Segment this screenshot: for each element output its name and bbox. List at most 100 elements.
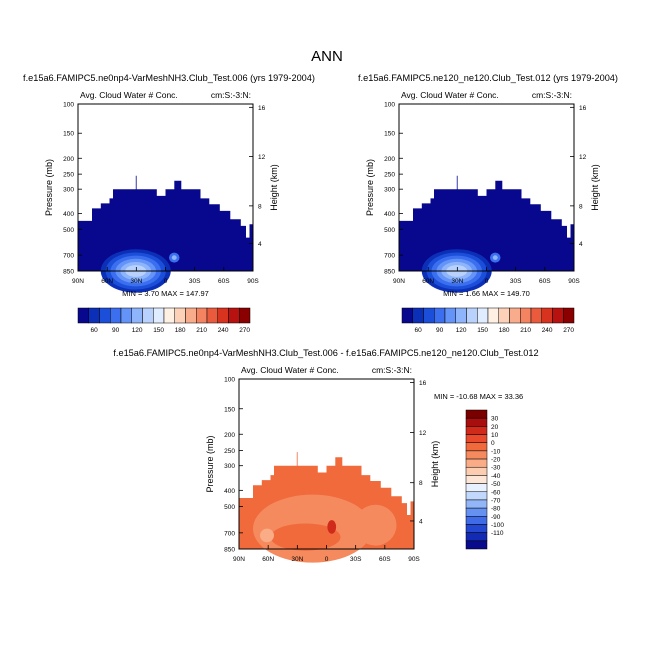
colorbar-box: [174, 307, 186, 324]
y-tick-label: 850: [63, 269, 74, 276]
x-tick-label: 60N: [101, 278, 113, 285]
y-tick-label: 500: [63, 227, 74, 234]
y-tick-label: 200: [384, 156, 395, 163]
colorbar: 60 90 120 150 180 210 240 270: [77, 307, 250, 334]
contour-band: [270, 523, 341, 551]
colorbar-box: [423, 307, 435, 324]
contour-band: [171, 255, 177, 260]
y-tick-label: 300: [384, 187, 395, 194]
colorbar-box: [465, 540, 488, 550]
x-tick-label: 30N: [451, 278, 463, 285]
x-tick-label: 90N: [72, 278, 84, 285]
y-right-tick-label: 12: [419, 430, 427, 437]
chart-subtitle-left: Avg. Cloud Water # Conc.: [241, 365, 339, 375]
colorbar-box: [455, 307, 467, 324]
colorbar-label: -50: [491, 481, 501, 488]
colorbar-box: [563, 307, 575, 324]
chart-subtitle-left: Avg. Cloud Water # Conc.: [401, 90, 499, 100]
x-tick-label: 30N: [291, 556, 303, 563]
chart-title: f.e15a6.FAMIPC5.ne120_ne120.Club_Test.01…: [358, 73, 618, 83]
contour-band: [327, 520, 337, 534]
y-tick-label: 850: [384, 269, 395, 276]
y-right-tick-label: 16: [258, 105, 266, 112]
colorbar-box: [217, 307, 229, 324]
contour-band: [354, 504, 397, 546]
colorbar-box: [465, 524, 488, 533]
y-tick-label: 850: [224, 547, 235, 554]
colorbar-label: 10: [491, 432, 499, 439]
colorbar-box: [465, 466, 488, 476]
colorbar-box: [465, 516, 488, 525]
x-tick-label: 0: [164, 278, 168, 285]
y-axis-label: Pressure (mb): [44, 159, 54, 216]
colorbar-box: [142, 307, 154, 324]
colorbar-box: [477, 307, 489, 324]
y-tick-label: 700: [384, 253, 395, 260]
colorbar-label: 60: [415, 327, 423, 334]
y-tick-label: 250: [224, 448, 235, 455]
colorbar-label: 20: [491, 424, 499, 431]
y-tick-label: 100: [384, 102, 395, 109]
colorbar-box: [530, 307, 542, 324]
min-max-stats: MIN = 1.66 MAX = 149.70: [443, 289, 530, 298]
y-axis-label-right: Height (km): [269, 164, 279, 211]
colorbar-box: [206, 307, 218, 324]
colorbar-label: 210: [520, 327, 531, 334]
y-tick-label: 400: [384, 211, 395, 218]
page-title: ANN: [311, 48, 343, 65]
x-tick-label: 60S: [379, 556, 391, 563]
colorbar-label: 60: [91, 327, 99, 334]
chart-subtitle-left: Avg. Cloud Water # Conc.: [80, 90, 178, 100]
y-tick-label: 150: [63, 131, 74, 138]
colorbar-box: [498, 307, 510, 324]
colorbar-box: [552, 307, 564, 324]
colorbar-box: [465, 499, 488, 509]
y-tick-label: 150: [384, 131, 395, 138]
colorbar-label: -80: [491, 506, 501, 513]
colorbar-box: [465, 434, 488, 443]
colorbar-box: [465, 532, 488, 542]
colorbar-label: 30: [491, 416, 499, 423]
colorbar-box: [465, 483, 488, 493]
chart-subtitle-right: cm:S:-3:N:: [532, 90, 572, 100]
chart-subtitle-right: cm:S:-3:N:: [372, 365, 412, 375]
y-axis-label: Pressure (mb): [205, 435, 215, 492]
colorbar-box: [465, 450, 488, 460]
y-tick-label: 400: [63, 211, 74, 218]
x-tick-label: 30S: [189, 278, 201, 285]
colorbar-box: [487, 307, 499, 324]
colorbar-label: 180: [499, 327, 510, 334]
colorbar-box: [163, 307, 175, 324]
y-axis-label-right: Height (km): [430, 441, 440, 488]
y-tick-label: 250: [384, 172, 395, 179]
colorbar-label: 150: [153, 327, 164, 334]
colorbar-label: 270: [563, 327, 574, 334]
y-right-tick-label: 12: [579, 154, 587, 161]
colorbar-box: [465, 409, 488, 419]
colorbar-box: [153, 307, 165, 324]
y-tick-label: 700: [224, 530, 235, 537]
colorbar-label: 240: [542, 327, 553, 334]
y-right-tick-label: 12: [258, 154, 266, 161]
colorbar-label: 150: [477, 327, 488, 334]
colorbar-label: -90: [491, 514, 501, 521]
colorbar-box: [465, 491, 488, 501]
y-tick-label: 700: [63, 253, 74, 260]
min-max-stats: MIN = -10.68 MAX = 33.36: [434, 392, 523, 401]
y-right-tick-label: 16: [419, 380, 427, 387]
x-tick-label: 30S: [350, 556, 362, 563]
colorbar-box: [465, 426, 488, 435]
colorbar: 60 90 120 150 180 210 240 270: [401, 307, 575, 334]
data-field: [78, 175, 253, 271]
colorbar-box: [465, 442, 488, 452]
colorbar-label: 120: [456, 327, 467, 334]
colorbar-label: 240: [218, 327, 229, 334]
min-max-stats: MIN = 3.70 MAX = 147.97: [122, 289, 209, 298]
colorbar-box: [77, 307, 89, 324]
y-tick-label: 100: [63, 102, 74, 109]
x-tick-label: 90S: [408, 556, 420, 563]
y-right-tick-label: 8: [579, 203, 583, 210]
y-right-tick-label: 4: [419, 518, 423, 525]
colorbar-box: [541, 307, 553, 324]
